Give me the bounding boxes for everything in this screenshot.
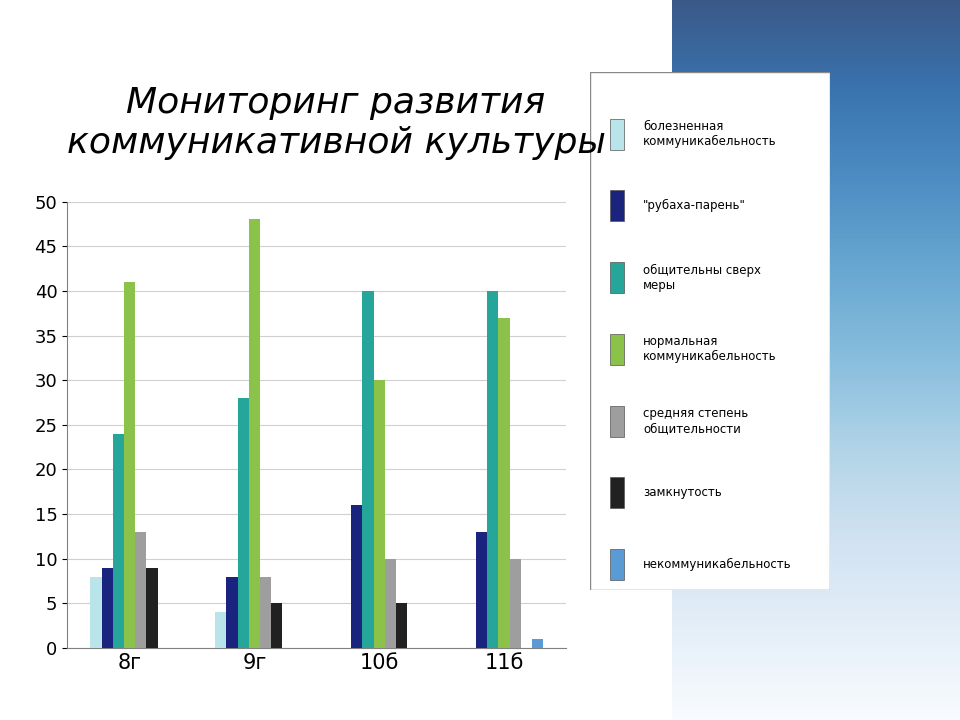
Bar <box>102 567 112 648</box>
Bar <box>362 291 373 648</box>
FancyBboxPatch shape <box>610 549 624 580</box>
Text: болезненная
коммуникабельность: болезненная коммуникабельность <box>643 120 777 148</box>
FancyBboxPatch shape <box>590 72 830 590</box>
FancyBboxPatch shape <box>610 190 624 222</box>
Bar <box>385 559 396 648</box>
Bar <box>112 433 124 648</box>
Text: нормальная
коммуникабельность: нормальная коммуникабельность <box>643 336 777 364</box>
FancyBboxPatch shape <box>610 119 624 150</box>
Bar <box>351 505 362 648</box>
FancyBboxPatch shape <box>610 262 624 293</box>
Bar <box>90 577 102 648</box>
Bar <box>237 398 249 648</box>
Text: замкнутость: замкнутость <box>643 486 722 499</box>
Text: некоммуникабельность: некоммуникабельность <box>643 558 792 571</box>
Bar <box>249 220 260 648</box>
Bar <box>227 577 237 648</box>
Bar <box>373 380 385 648</box>
Text: средняя степень
общительности: средняя степень общительности <box>643 407 749 435</box>
FancyBboxPatch shape <box>610 334 624 365</box>
Bar <box>260 577 272 648</box>
FancyBboxPatch shape <box>610 405 624 436</box>
Bar <box>532 639 543 648</box>
Bar <box>498 318 510 648</box>
Bar <box>147 567 157 648</box>
Bar <box>215 612 227 648</box>
Bar <box>135 532 147 648</box>
Bar <box>272 603 282 648</box>
Text: Мониторинг развития
коммуникативной культуры: Мониторинг развития коммуникативной куль… <box>66 86 606 160</box>
Bar <box>487 291 498 648</box>
Text: общительны сверх
меры: общительны сверх меры <box>643 264 761 292</box>
Bar <box>124 282 135 648</box>
Bar <box>396 603 407 648</box>
Text: "рубаха-парень": "рубаха-парень" <box>643 199 746 212</box>
Bar <box>510 559 521 648</box>
Bar <box>476 532 487 648</box>
FancyBboxPatch shape <box>610 477 624 508</box>
